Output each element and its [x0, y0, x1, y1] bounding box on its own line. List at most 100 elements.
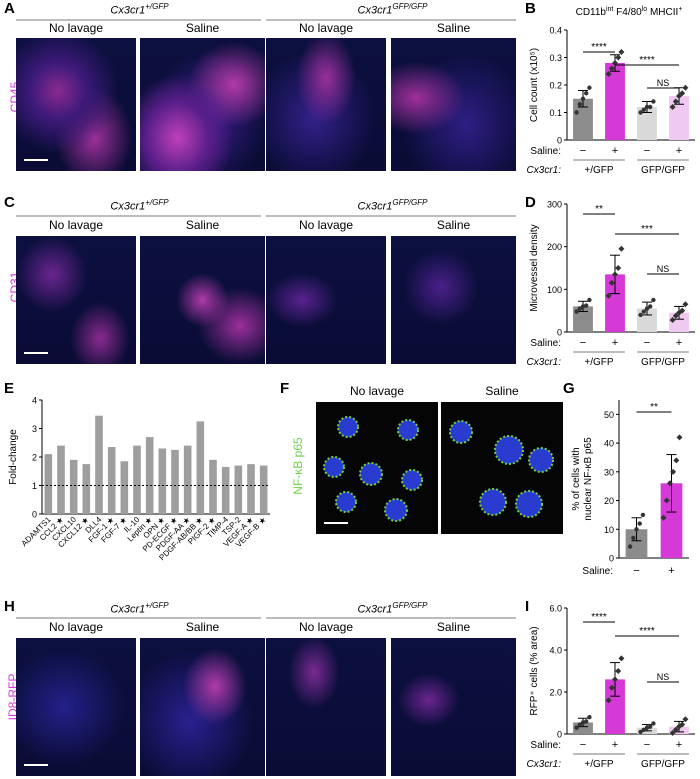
- significance-label: ****: [639, 55, 655, 66]
- saline-mark: +: [612, 337, 618, 349]
- data-point: [644, 306, 650, 311]
- data-point: [618, 655, 625, 662]
- data-point: [574, 725, 579, 730]
- bar: [107, 447, 116, 514]
- bar: [625, 529, 648, 558]
- y-tick-label: 0.4: [549, 26, 562, 36]
- condition-label: No lavage: [298, 218, 354, 232]
- group-label: +/GFP: [584, 357, 614, 368]
- y-tick-label: 0: [32, 510, 37, 520]
- micrograph-a-3: [266, 38, 386, 171]
- data-point: [679, 90, 686, 97]
- y-axis-label: Cell count (x10⁵): [529, 48, 540, 122]
- genotype-header-het: Cx3cr1+/GFP: [110, 601, 169, 616]
- data-point: [672, 98, 679, 105]
- y-tick-label: 0.3: [549, 53, 562, 63]
- data-point: [641, 727, 646, 732]
- saline-row-label: Saline:: [530, 338, 561, 349]
- data-point: [574, 309, 579, 314]
- data-point: [682, 716, 689, 723]
- scale-bar: [24, 352, 48, 354]
- data-point: [608, 684, 615, 691]
- panel-label-a: A: [4, 0, 15, 17]
- saline-mark: −: [633, 565, 639, 577]
- data-point: [682, 301, 689, 308]
- condition-label: Saline: [436, 620, 471, 634]
- panel-label-i: I: [525, 598, 530, 615]
- saline-mark: −: [644, 145, 650, 157]
- bar: [573, 722, 593, 734]
- stain-label-nfkb: NF-κB p65: [291, 437, 305, 495]
- significance-label: ****: [591, 612, 607, 623]
- data-point: [648, 304, 653, 309]
- bar: [573, 98, 593, 140]
- scale-bar: [24, 159, 48, 161]
- cells-image: [449, 420, 554, 518]
- data-point: [679, 307, 686, 314]
- data-point: [641, 309, 646, 314]
- micrograph-c-4: [391, 236, 516, 364]
- data-point: [605, 71, 612, 77]
- panel-label-f: F: [280, 380, 290, 397]
- panel-label-g: G: [563, 380, 575, 397]
- bar: [247, 464, 255, 514]
- condition-label: Saline: [185, 21, 220, 35]
- saline-mark: +: [676, 739, 682, 751]
- micrograph-h-3: [266, 638, 386, 776]
- saline-mark: +: [668, 565, 674, 577]
- y-tick-label: 0: [557, 328, 562, 338]
- y-axis-label: % of cells with: [571, 447, 582, 510]
- data-point: [676, 309, 682, 316]
- chart-i: 0 2.0 4.0 6.0 RFP⁺ cells (% area) **** **** NS S…: [527, 604, 695, 770]
- panel-label-d: D: [525, 194, 536, 211]
- data-point: [676, 434, 683, 441]
- significance-label: NS: [657, 672, 670, 682]
- micrograph-c-1: [16, 236, 136, 364]
- condition-label: Saline: [485, 384, 519, 398]
- data-point: [638, 729, 643, 735]
- y-tick-label: 2: [32, 453, 37, 463]
- data-point: [672, 726, 679, 733]
- data-point: [584, 91, 589, 96]
- y-tick-label: 100: [547, 285, 562, 295]
- divider: [266, 617, 516, 619]
- saline-mark: −: [580, 337, 586, 349]
- divider: [266, 19, 516, 21]
- significance-label: **: [595, 204, 603, 215]
- saline-mark: −: [644, 739, 650, 751]
- data-point: [669, 729, 676, 736]
- bar: [158, 448, 167, 514]
- data-point: [618, 49, 625, 55]
- chart-g: 0 10 20 30 40 50 % of cells with nuclear NF-κB …: [571, 400, 689, 577]
- group-label: +/GFP: [584, 165, 614, 176]
- micrograph-c-2: [140, 236, 265, 364]
- data-point: [584, 719, 589, 724]
- data-point: [673, 457, 680, 464]
- genotype-row-label: Cx3cr1:: [527, 759, 562, 770]
- data-point: [577, 102, 582, 107]
- data-point: [612, 271, 618, 278]
- micrograph-h-1: [16, 638, 136, 776]
- data-point: [644, 104, 650, 110]
- y-tick-label: 4: [32, 396, 37, 406]
- data-point: [641, 107, 646, 112]
- saline-mark: +: [612, 145, 618, 157]
- bar: [605, 679, 625, 734]
- data-point: [660, 514, 667, 521]
- bar: [82, 464, 91, 514]
- significance-label: ***: [641, 224, 653, 235]
- significance-label: **: [650, 402, 658, 413]
- data-point: [615, 54, 622, 61]
- data-point: [577, 722, 582, 727]
- genotype-header-ko: Cx3cr1GFP/GFP: [357, 601, 428, 616]
- genotype-header-het: Cx3cr1+/GFP: [110, 2, 169, 17]
- micrograph-f-2: [441, 402, 563, 534]
- genotype-header-ko: Cx3cr1GFP/GFP: [357, 198, 428, 213]
- y-tick-label: 30: [604, 467, 614, 477]
- saline-mark: −: [580, 739, 586, 751]
- cells-image: [323, 416, 423, 524]
- genotype-header-het: Cx3cr1+/GFP: [110, 198, 169, 213]
- y-tick-label: 3: [32, 424, 37, 434]
- data-point: [615, 668, 622, 674]
- y-tick-label: 4.0: [549, 646, 562, 656]
